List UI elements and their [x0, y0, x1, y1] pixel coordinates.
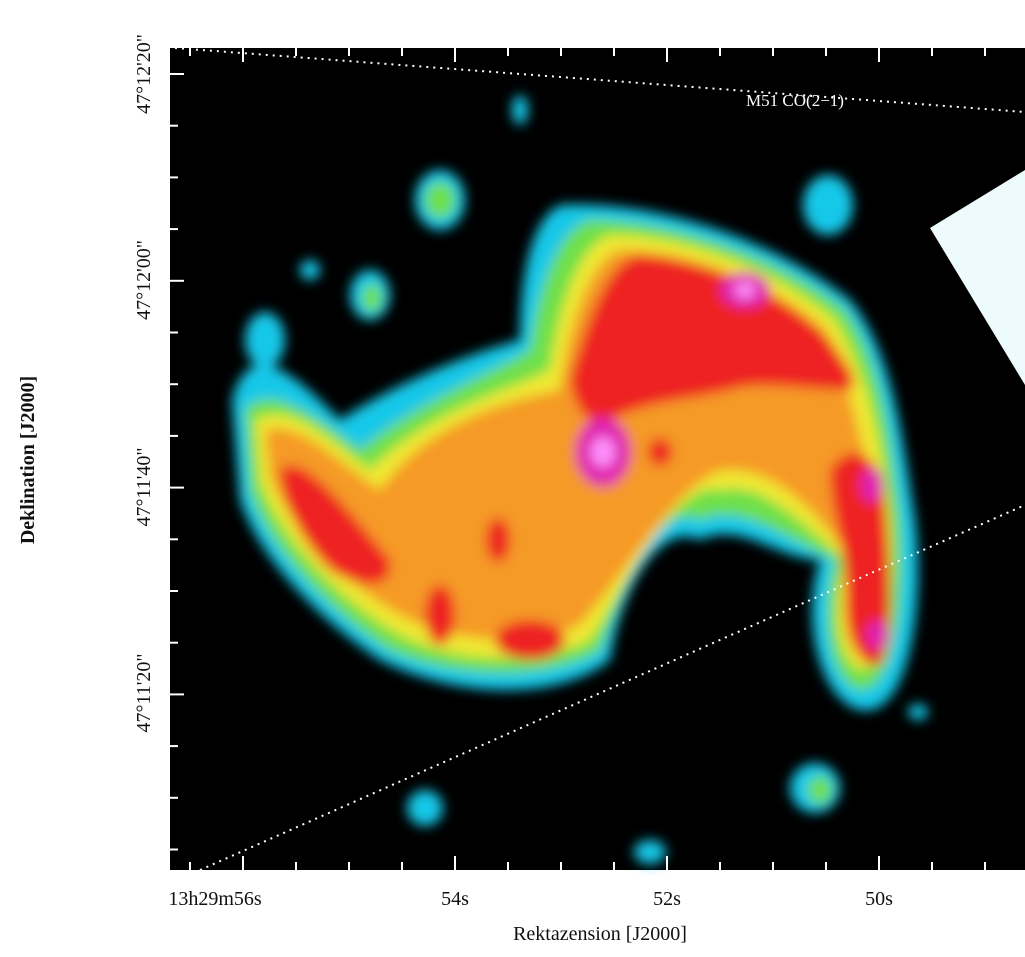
x-axis-label: Rektazension [J2000] [513, 923, 687, 945]
x-tick-label: 54s [441, 888, 469, 910]
x-tick-label: 13h29m56s [168, 888, 262, 910]
page: M51 CO(2−1) Rektazension [J2000] Deklina… [0, 0, 1025, 952]
x-tick-label: 50s [865, 888, 893, 910]
y-tick-label: 47°12'20" [133, 34, 155, 114]
y-tick-label: 47°11'20" [133, 653, 155, 732]
y-tick-label: 47°12'00" [133, 240, 155, 320]
annotation: M51 CO(2−1) [746, 91, 844, 110]
y-tick-label: 47°11'40" [133, 447, 155, 526]
figure: M51 CO(2−1) Rektazension [J2000] Deklina… [0, 0, 1025, 952]
x-tick-label: 52s [653, 888, 681, 910]
y-axis-label: Deklination [J2000] [17, 376, 39, 544]
